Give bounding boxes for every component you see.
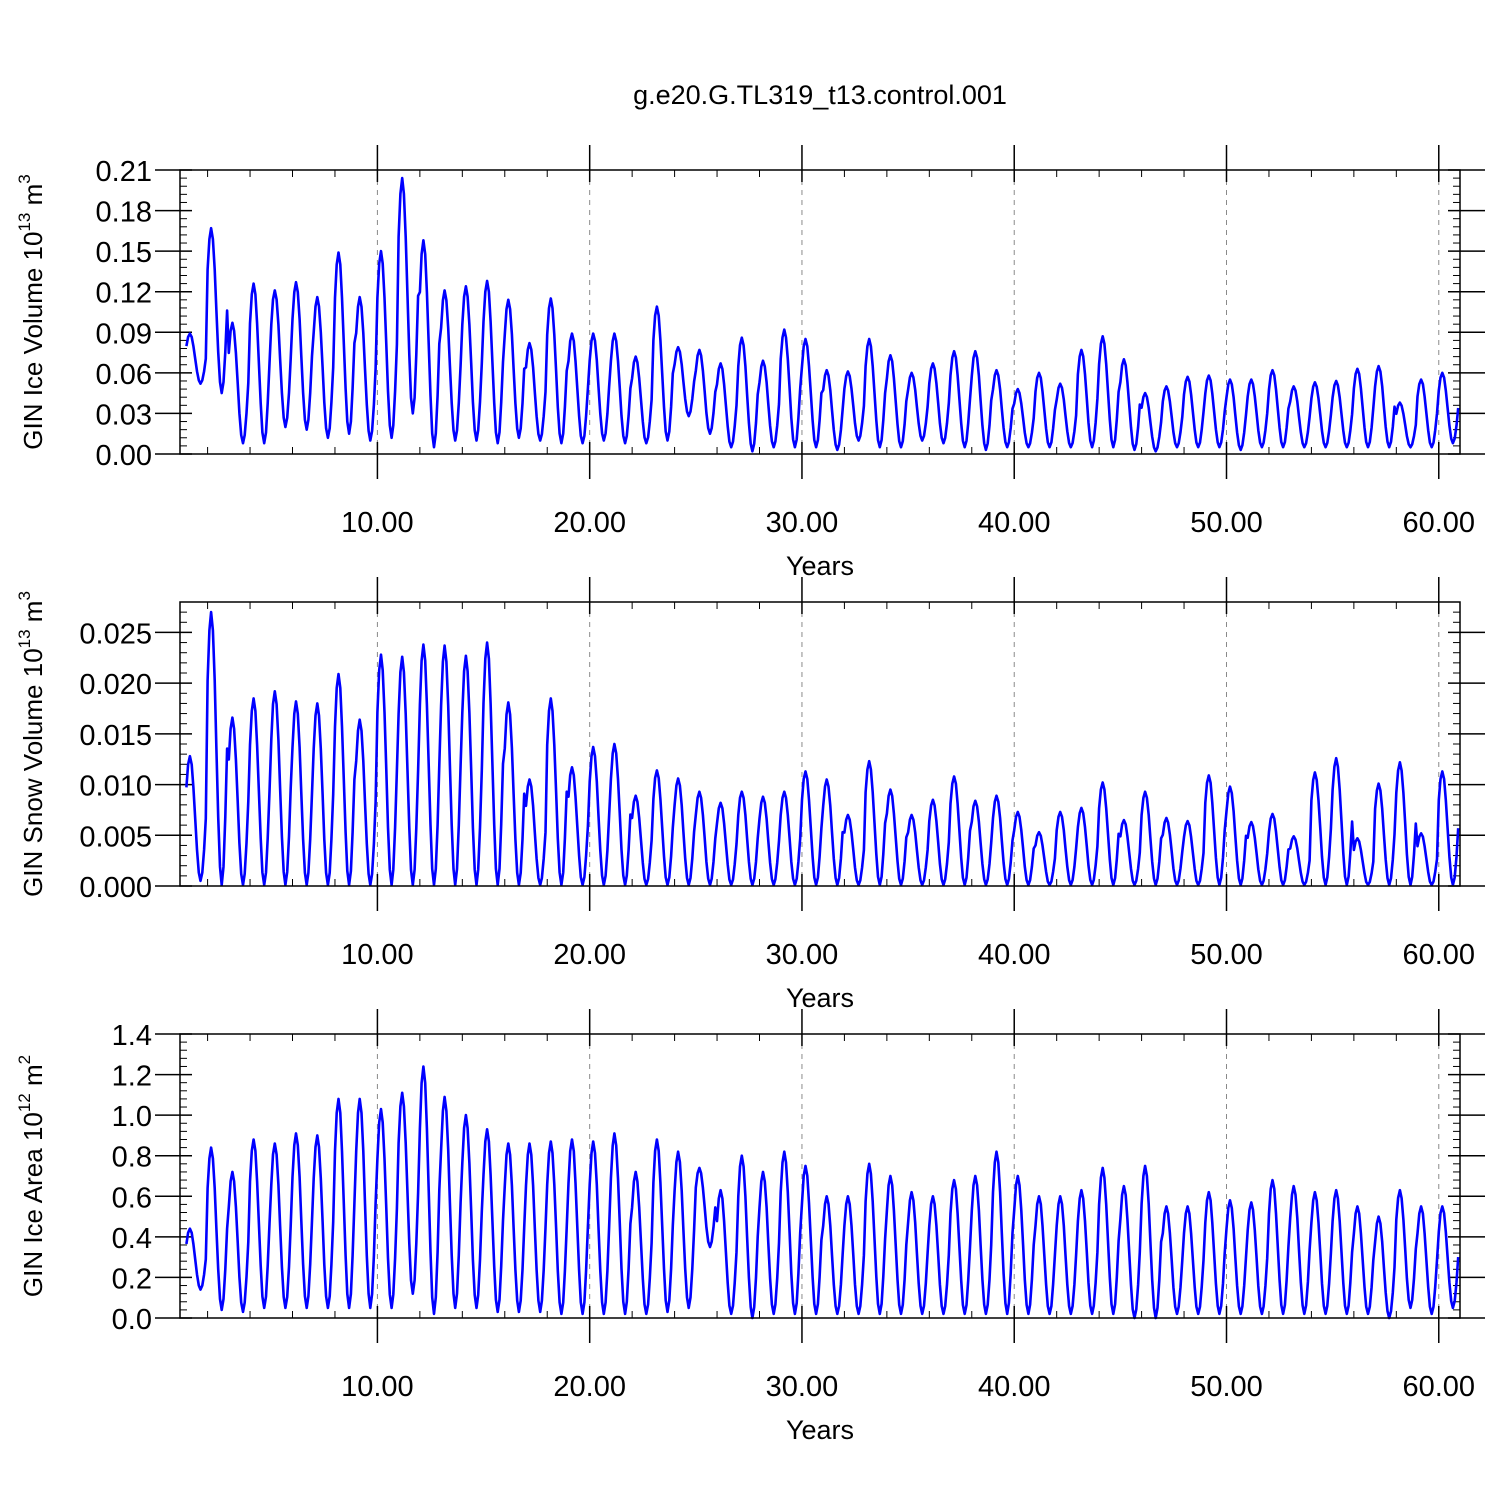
data-series-line — [185, 176, 1460, 453]
x-tick-label: 40.00 — [978, 1371, 1051, 1403]
plot-frame — [179, 1033, 1461, 1319]
x-tick-label: 20.00 — [553, 1371, 626, 1403]
x-axis-label: Years — [786, 551, 854, 581]
y-tick-label: 0.03 — [96, 399, 152, 431]
y-axis-label-unit: m — [18, 184, 48, 213]
y-tick-label: 1.4 — [112, 1020, 152, 1052]
y-axis-label-text: GIN Ice Volume 10 — [18, 232, 48, 450]
y-tick-label: 0.000 — [79, 872, 152, 904]
y-axis-label-unit: m — [18, 1064, 48, 1093]
data-series-line — [185, 1065, 1460, 1320]
x-tick-label: 50.00 — [1190, 507, 1263, 539]
y-tick-label: 0.06 — [96, 359, 152, 391]
chart-panel-2: 0.000 0.005 0.010 0.015 0.020 0.025 10.00 20.00… — [15, 577, 1485, 1013]
y-axis-label-unit-exponent: 3 — [15, 174, 34, 183]
x-tick-label: 50.00 — [1190, 1371, 1263, 1403]
y-tick-label: 0.8 — [112, 1142, 152, 1174]
chart-panel-1: 0.00 0.03 0.06 0.09 0.12 0.15 0.18 0.21 10.00 20.… — [15, 145, 1485, 581]
y-tick-label: 0.0 — [112, 1304, 152, 1336]
y-axis-label-unit-exponent: 3 — [15, 591, 34, 600]
y-tick-label: 1.0 — [112, 1101, 152, 1133]
y-axis-label-exponent: 12 — [15, 1093, 34, 1112]
x-tick-label: 10.00 — [341, 1371, 414, 1403]
y-axis-label-exponent: 13 — [15, 629, 34, 648]
x-tick-label: 60.00 — [1402, 507, 1475, 539]
x-tick-label: 40.00 — [978, 939, 1051, 971]
y-tick-label: 0.21 — [96, 156, 152, 188]
y-axis-label-unit-exponent: 2 — [15, 1055, 34, 1064]
y-tick-label: 0.09 — [96, 318, 152, 350]
y-axis-label-exponent: 13 — [15, 213, 34, 232]
x-tick-label: 10.00 — [341, 507, 414, 539]
chart-title: g.e20.G.TL319_t13.control.001 — [633, 80, 1007, 110]
y-axis-label-text: GIN Ice Area 10 — [18, 1112, 48, 1297]
y-tick-label: 0.12 — [96, 278, 152, 310]
x-tick-label: 50.00 — [1190, 939, 1263, 971]
x-tick-label: 60.00 — [1402, 1371, 1475, 1403]
y-tick-label: 0.025 — [79, 618, 152, 650]
x-tick-label: 30.00 — [766, 939, 839, 971]
y-axis-label: GIN Ice Volume 1013 m3 — [15, 174, 48, 450]
data-series-line — [185, 610, 1460, 887]
x-tick-label: 20.00 — [553, 507, 626, 539]
x-tick-label: 30.00 — [766, 1371, 839, 1403]
x-axis-label: Years — [786, 983, 854, 1013]
y-axis-label: GIN Ice Area 1012 m2 — [15, 1055, 48, 1297]
x-tick-label: 10.00 — [341, 939, 414, 971]
y-tick-label: 0.18 — [96, 197, 152, 229]
chart-panel-3: 0.0 0.2 0.4 0.6 0.8 1.0 1.2 1.4 10.00 20.00 30.00 4… — [15, 1009, 1485, 1445]
y-axis-label-text: GIN Snow Volume 10 — [18, 648, 48, 897]
y-tick-label: 0.4 — [112, 1223, 152, 1255]
plot-frame — [179, 601, 1461, 887]
y-tick-label: 0.2 — [112, 1263, 152, 1295]
y-tick-label: 1.2 — [112, 1061, 152, 1093]
x-tick-label: 40.00 — [978, 507, 1051, 539]
y-tick-label: 0.010 — [79, 771, 152, 803]
y-tick-label: 0.00 — [96, 440, 152, 472]
y-tick-label: 0.15 — [96, 237, 152, 269]
x-axis-label: Years — [786, 1415, 854, 1445]
y-tick-label: 0.015 — [79, 720, 152, 752]
x-tick-label: 20.00 — [553, 939, 626, 971]
y-tick-label: 0.6 — [112, 1182, 152, 1214]
plot-frame — [179, 169, 1461, 455]
x-tick-label: 60.00 — [1402, 939, 1475, 971]
y-axis-label-unit: m — [18, 601, 48, 630]
y-tick-label: 0.020 — [79, 669, 152, 701]
y-axis-label: GIN Snow Volume 1013 m3 — [15, 591, 48, 897]
y-tick-label: 0.005 — [79, 821, 152, 853]
x-tick-label: 30.00 — [766, 507, 839, 539]
